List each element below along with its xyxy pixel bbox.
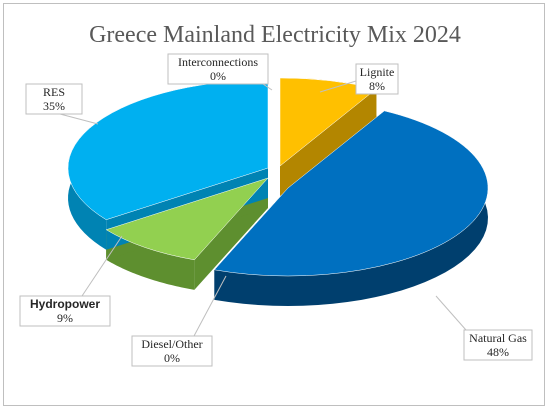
slice-value-label: 35% [43,99,65,113]
slice-value-label: 0% [164,351,180,365]
label-box [131,335,213,367]
slice-value-label: 9% [57,311,73,325]
pie-tops [67,77,489,277]
slice-hydropower [105,177,269,261]
slice-category-label: Lignite [360,65,395,79]
leader-line [81,235,123,297]
chart-frame: Greece Mainland Electricity Mix 2024 Lig… [3,3,545,406]
slice-value-label: 0% [210,69,226,83]
leader-line [319,80,357,93]
label-box [463,329,533,361]
slice-category-label: Diesel/Other [141,337,202,351]
slice-category-label: Natural Gas [469,331,527,345]
slice-category-label: Interconnections [178,55,258,69]
chart-title: Greece Mainland Electricity Mix 2024 [89,22,461,48]
slice-natural-gas [213,110,489,277]
slice-side-natural-gas [214,110,488,306]
leader-line [435,295,467,331]
slice-value-label: 8% [369,79,385,93]
leader-line [193,275,227,337]
label-box [19,295,111,327]
pie-chart: Greece Mainland Electricity Mix 2024 Lig… [19,22,533,367]
slice-category-label: Hydropower [30,297,100,311]
slice-category-label: RES [43,85,65,99]
slice-value-label: 48% [487,345,509,359]
label-box [25,83,83,115]
label-box [167,53,269,85]
slice-inner-wall [280,88,377,196]
leader-line [59,113,99,125]
label-box [355,63,399,95]
